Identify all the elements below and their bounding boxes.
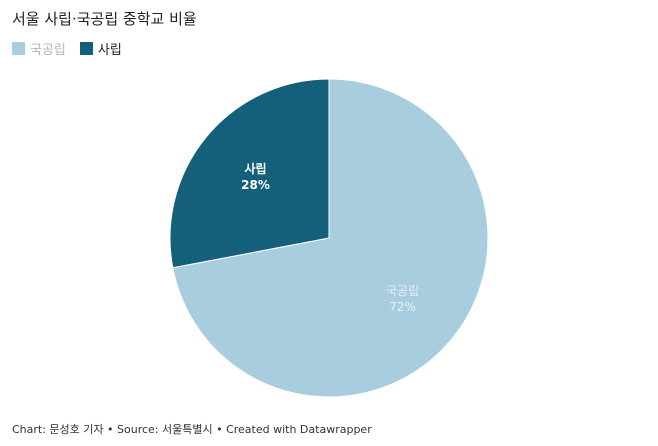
pie-slice-public [172,78,489,398]
legend-item-private: 사립 [79,39,122,58]
slice-value-private: 28% [241,178,270,192]
slice-name-public: 국공립 [386,284,419,298]
legend-swatch-public [12,42,25,55]
slice-value-public: 72% [389,300,416,314]
legend-label-public: 국공립 [30,43,66,58]
legend-item-public: 국공립 [12,39,66,58]
legend: 국공립 사립 [12,39,122,58]
pie-slice-private [169,78,330,269]
slice-name-private: 사립 [244,161,266,176]
chart-title: 서울 사립·국공립 중학교 비율 [12,10,197,28]
legend-label-private: 사립 [97,43,122,58]
legend-swatch-private [79,42,93,55]
chart-footer: Chart: 문성호 기자 • Source: 서울특별시 • Created … [12,423,372,436]
